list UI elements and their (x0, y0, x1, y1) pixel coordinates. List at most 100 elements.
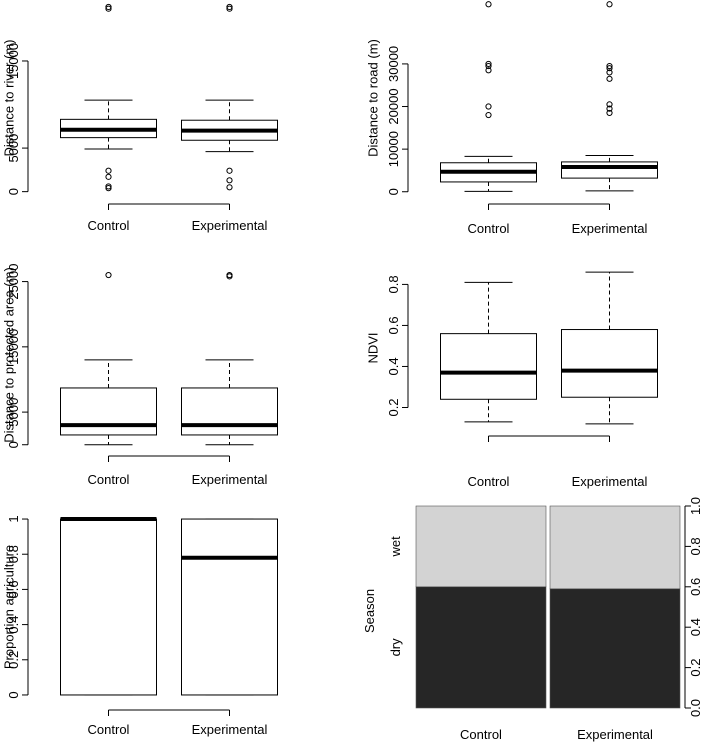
y-tick-label: 0.2 (386, 398, 401, 416)
outlier-point (226, 271, 233, 279)
box-iqr (440, 333, 537, 400)
x-tick-label: Experimental (572, 221, 648, 236)
outlier-point (485, 1, 492, 8)
box-experimental: Experimental (561, 271, 658, 489)
outlier-point (606, 1, 613, 8)
y-tick-label: 0.8 (6, 545, 21, 563)
panel-4: 0.2 0.4 0.6 0.8 NDVI Control Experimental (365, 271, 658, 489)
outlier-point (485, 67, 492, 74)
outlier-point (105, 183, 112, 190)
y-tick-label: 0.4 (386, 357, 401, 375)
box-iqr (60, 518, 157, 696)
outlier-point (485, 103, 492, 110)
y-axis-label: Distance to protected area (m) (1, 267, 16, 443)
mosaic-tile-wet (549, 505, 681, 590)
outlier-point (226, 3, 233, 11)
mosaic-tile-dry (549, 588, 681, 709)
x-tick-label: Control (468, 221, 510, 236)
x-tick-label: Control (460, 727, 502, 742)
y-tick-label: 0.2 (688, 659, 703, 677)
outlier-point (105, 185, 112, 192)
y-tick-label: 20000 (386, 88, 401, 124)
box-iqr (561, 329, 658, 398)
x-tick-label: Experimental (572, 474, 648, 489)
outlier-point (485, 60, 492, 68)
x-tick-label: Control (468, 474, 510, 489)
x-tick-label: Experimental (192, 722, 268, 737)
y-tick-label: 0.6 (386, 316, 401, 334)
box-experimental: Experimental (181, 3, 278, 233)
outlier-point (105, 5, 112, 12)
outlier-point (105, 173, 112, 180)
y-tick-label: 15000 (6, 329, 21, 365)
box-iqr (60, 387, 157, 436)
box-control: Control (60, 271, 157, 487)
outlier-point (105, 3, 112, 11)
y-tick-label: 0.6 (688, 578, 703, 596)
mosaic-tile-dry (415, 586, 547, 709)
y-tick-label: 0.8 (386, 275, 401, 293)
x-tick-label: Control (88, 722, 130, 737)
y-axis-label: NDVI (365, 332, 380, 363)
y-tick-label: 15000 (6, 43, 21, 79)
outlier-point (606, 69, 613, 76)
y-tick-label: 0 (6, 188, 21, 195)
x-tick-label: Control (88, 472, 130, 487)
outlier-point (606, 75, 613, 82)
box-control: Control (60, 517, 157, 737)
outlier-point (606, 109, 613, 117)
y-tick-label: 30000 (386, 46, 401, 82)
y-axis-label: Season (362, 589, 377, 633)
outlier-point (606, 101, 613, 108)
outlier-point (606, 105, 613, 112)
y-tick-label: 25000 (6, 264, 21, 300)
box-experimental: Experimental (181, 271, 278, 487)
x-tick-label: Experimental (192, 472, 268, 487)
y-tick-label: 5000 (6, 134, 21, 163)
level-label-wet: wet (388, 536, 403, 558)
y-tick-label: 1.0 (688, 497, 703, 515)
y-axis-label: Proportion agriculture (1, 545, 16, 669)
y-tick-label: 0.0 (688, 699, 703, 717)
outlier-point (105, 167, 112, 174)
outlier-point (606, 62, 613, 70)
y-tick-label: 1 (6, 515, 21, 522)
outlier-point (485, 111, 492, 119)
y-tick-label: 5000 (6, 398, 21, 427)
y-axis-label: Distance to river (m) (1, 39, 16, 156)
x-tick-label: Control (88, 218, 130, 233)
y-tick-label: 0 (386, 188, 401, 195)
x-tick-label: Experimental (192, 218, 268, 233)
y-tick-label: 0.2 (6, 651, 21, 669)
box-experimental: Experimental (561, 1, 658, 236)
outlier-point (226, 184, 233, 191)
box-iqr (181, 387, 278, 436)
y-tick-label: 10000 (386, 131, 401, 167)
y-tick-label: 0.8 (688, 537, 703, 555)
outlier-point (105, 271, 112, 279)
outlier-point (606, 65, 613, 72)
panel-6: Control Experimental 0.0 0.2 0.4 0.6 0.8 1.0 dry… (362, 497, 703, 742)
panel-5: 0 0.2 0.4 0.6 0.8 1 Proportion agriculture Cont… (1, 515, 278, 737)
outlier-point (485, 62, 492, 70)
box-experimental: Experimental (181, 518, 278, 737)
y-axis-label: Distance to road (m) (365, 39, 380, 157)
box-control: Control (440, 281, 537, 489)
outlier-point (226, 5, 233, 12)
y-tick-label: 0 (6, 691, 21, 698)
outlier-point (226, 177, 233, 184)
panel-2: 0 10000 20000 30000 Distance to road (m) Cont… (365, 1, 658, 236)
box-control: Control (60, 3, 157, 233)
box-iqr (561, 161, 658, 179)
box-iqr (181, 518, 278, 696)
y-tick-label: 0.4 (6, 616, 21, 634)
mosaic-column-experimental: Experimental (549, 505, 681, 742)
level-label-dry: dry (388, 638, 403, 657)
y-tick-label: 0.4 (688, 618, 703, 636)
box-control: Control (440, 1, 537, 236)
mosaic-tile-wet (415, 505, 547, 588)
outlier-point (226, 167, 233, 174)
